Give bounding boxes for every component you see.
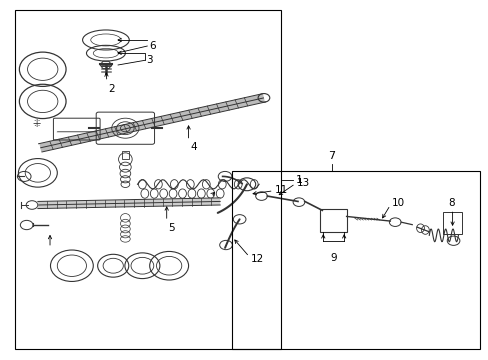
Bar (442, 212, 461, 234)
Text: 5: 5 (168, 223, 174, 233)
Text: 10: 10 (391, 198, 404, 208)
Bar (122, 151, 128, 158)
Text: 8: 8 (447, 198, 453, 208)
Text: 7: 7 (328, 151, 335, 161)
Bar (319, 208, 346, 232)
Bar (15, 10, 281, 348)
Text: 6: 6 (149, 41, 156, 51)
Text: ⁜: ⁜ (32, 118, 41, 129)
Text: 9: 9 (329, 253, 336, 263)
Text: 4: 4 (190, 143, 196, 153)
Bar (232, 171, 479, 348)
Text: 12: 12 (250, 253, 264, 264)
Text: 2: 2 (108, 84, 115, 94)
Text: 13: 13 (296, 177, 309, 188)
Text: 1: 1 (295, 175, 302, 185)
Text: 11: 11 (274, 185, 287, 195)
Text: 3: 3 (146, 55, 153, 65)
